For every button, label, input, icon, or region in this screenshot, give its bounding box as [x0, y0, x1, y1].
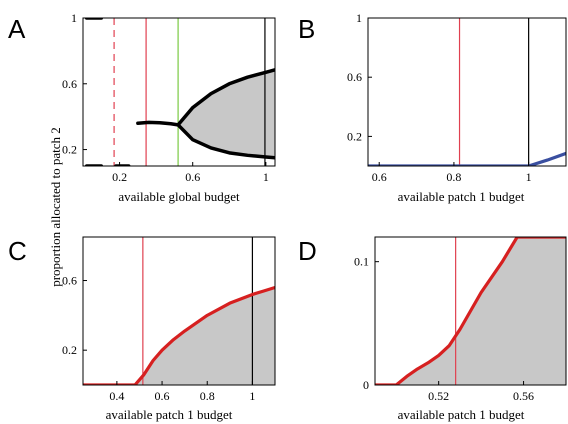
panel-c: 0.4 0.6 0.8 1 0.2 0.6: [62, 236, 276, 403]
y-tick-label-b-2: 0.6: [347, 70, 362, 84]
y-tick-label-d-1: 0: [363, 378, 369, 392]
x-tick-label-c-2: 0.6: [155, 389, 170, 403]
panel-a: 0.2 0.6 1 0.2 0.6 1: [62, 11, 276, 184]
shaded-region-a: [178, 69, 275, 158]
x-tick-label-b-1: 0.6: [372, 170, 387, 184]
x-axis-label-a: available global budget: [118, 189, 240, 204]
plot-frame-b: [367, 17, 567, 167]
plot-frame-a: [82, 17, 276, 167]
x-tick-label-c-3: 0.8: [200, 389, 215, 403]
x-tick-label-d-1: 0.52: [428, 389, 449, 403]
plot-area-c: [83, 237, 275, 385]
y-tick-label-b-1: 0.2: [347, 129, 362, 143]
series-b-allocation: [368, 151, 566, 166]
panel-b: 0.6 0.8 1 0.2 0.6 1: [347, 11, 567, 184]
series-c-allocation: [83, 285, 275, 385]
plot-area-b: [368, 18, 566, 166]
plot-frame-c: [82, 236, 276, 386]
series-a-fork-upper: [176, 68, 275, 127]
plot-area-d: [375, 237, 566, 385]
panel-letter-a: A: [8, 14, 26, 44]
x-tick-label-c-1: 0.4: [109, 389, 124, 403]
series-d-allocation: [375, 237, 566, 385]
y-tick-label-a-1: 0.2: [62, 143, 77, 157]
x-tick-label-c-4: 1: [249, 389, 255, 403]
x-tick-label-a-2: 0.6: [185, 170, 200, 184]
panel-d: 0.52 0.56 0 0.1: [354, 236, 567, 403]
x-axis-label-c: available patch 1 budget: [106, 407, 233, 422]
x-tick-label-b-3: 1: [526, 170, 532, 184]
x-axis-label-d: available patch 1 budget: [398, 407, 525, 422]
x-tick-label-a-1: 0.2: [112, 170, 127, 184]
y-tick-label-c-2: 0.6: [62, 274, 77, 288]
y-tick-label-b-3: 1: [356, 11, 362, 25]
y-axis-label: proportion allocated to patch 2: [48, 127, 63, 287]
y-tick-label-d-2: 0.1: [354, 255, 369, 269]
x-tick-label-a-3: 1: [263, 170, 269, 184]
panel-letter-b: B: [298, 14, 315, 44]
y-tick-label-c-1: 0.2: [62, 343, 77, 357]
x-tick-label-b-2: 0.8: [446, 170, 461, 184]
plot-area-a: [84, 18, 275, 166]
x-tick-label-d-2: 0.56: [513, 389, 534, 403]
series-a-middle-branch: [136, 120, 180, 127]
x-axis-label-b: available patch 1 budget: [398, 189, 525, 204]
panel-letter-c: C: [8, 236, 27, 266]
panel-letter-d: D: [298, 236, 317, 266]
series-a-fork-lower: [176, 123, 275, 160]
y-tick-label-a-2: 0.6: [62, 77, 77, 91]
plot-frame-d: [374, 236, 567, 386]
y-tick-label-a-3: 1: [71, 11, 77, 25]
